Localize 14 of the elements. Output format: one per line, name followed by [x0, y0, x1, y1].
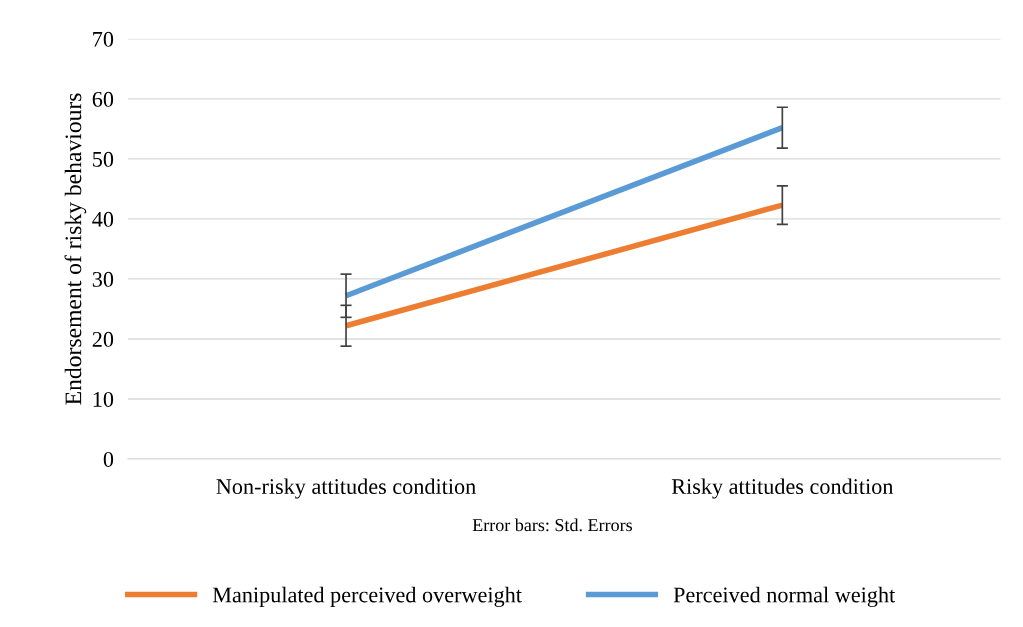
- y-tick-label: 60: [92, 91, 114, 107]
- y-tick-label: 20: [92, 331, 114, 347]
- y-tick-label: 0: [103, 451, 114, 467]
- x-tick-label: Non-risky attitudes condition: [216, 478, 476, 499]
- x-tick-label: Risky attitudes condition: [671, 478, 894, 499]
- y-tick-label: 40: [92, 211, 114, 227]
- text: Error bars: Std. Errors: [472, 518, 632, 532]
- legend-label: Perceived normal weight: [673, 586, 896, 607]
- y-tick-label: 30: [92, 271, 114, 287]
- y-tick-label: 70: [93, 31, 114, 47]
- legend-label: Manipulated perceived overweight: [212, 586, 522, 607]
- y-tick-label: 50: [93, 151, 114, 167]
- y-axis-title: Endorsement of risky behaviours: [64, 93, 87, 405]
- y-tick-label: 10: [93, 391, 114, 407]
